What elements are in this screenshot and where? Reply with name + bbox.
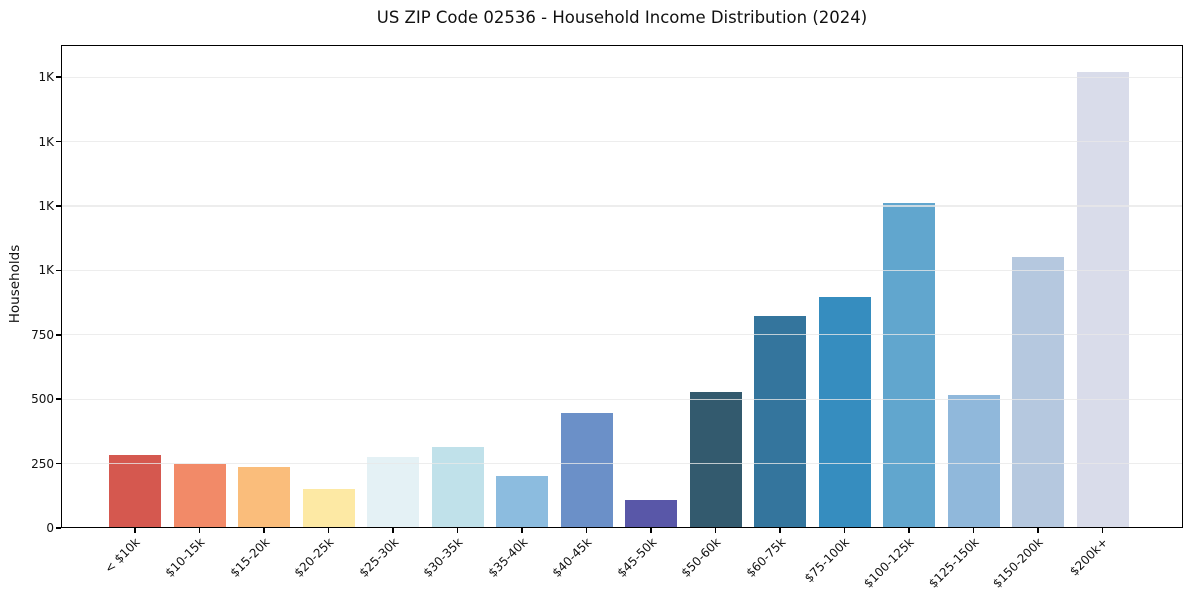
x-tick-label: $25-30k — [356, 535, 401, 580]
y-tick-label: 0 — [46, 521, 54, 535]
x-tick-label: $15-20k — [227, 535, 272, 580]
y-tick-mark — [56, 334, 61, 336]
y-tick-label: 1K — [38, 263, 54, 278]
bar-40-45k — [560, 413, 613, 528]
x-tick-label: < $10k — [102, 535, 143, 576]
bar-20-25k — [302, 489, 355, 528]
x-tick-label: $75-100k — [802, 535, 853, 586]
y-tick-mark — [56, 140, 61, 143]
y-tick-label: 1K — [38, 199, 54, 213]
bar-150-200k — [1012, 257, 1064, 528]
bar-35-40k — [496, 476, 548, 528]
x-tick-label: $30-35k — [420, 535, 466, 580]
x-tick-label: $35-40k — [485, 535, 530, 580]
bar-30-35k — [431, 446, 484, 528]
x-tick-mark — [585, 528, 588, 533]
x-tick-label: $200k+ — [1066, 535, 1111, 579]
x-tick-mark — [198, 528, 201, 533]
x-tick-mark — [263, 528, 265, 533]
y-axis-label: Households — [7, 244, 23, 324]
bar-75-100k — [818, 296, 871, 528]
x-tick-mark — [521, 528, 523, 533]
bar-10k — [109, 454, 161, 528]
y-tick-mark — [56, 76, 61, 78]
plot-area — [61, 45, 1183, 528]
bar-125-150k — [947, 395, 1000, 528]
gridline — [61, 462, 1183, 465]
x-tick-mark — [392, 528, 394, 533]
x-tick-mark — [1037, 528, 1039, 533]
x-tick-label: $100-125k — [861, 535, 917, 590]
bar-50-60k — [689, 391, 742, 528]
chart-title: US ZIP Code 02536 - Household Income Dis… — [376, 8, 868, 27]
x-tick-label: $150-200k — [990, 535, 1046, 590]
x-tick-mark — [327, 528, 330, 533]
bar-45-50k — [625, 500, 677, 528]
bar-200k+ — [1076, 71, 1129, 528]
x-tick-label: $45-50k — [614, 535, 659, 580]
x-tick-mark — [134, 528, 136, 533]
x-tick-label: $10-15k — [162, 535, 208, 580]
y-tick-mark — [56, 269, 61, 272]
x-tick-label: $125-150k — [925, 535, 982, 590]
x-tick-mark — [908, 528, 910, 533]
y-tick-label: 1K — [38, 134, 54, 149]
y-tick-mark — [56, 527, 61, 529]
x-tick-label: $50-60k — [678, 535, 724, 580]
bar-25-30k — [367, 457, 419, 528]
y-tick-mark — [56, 462, 61, 465]
gridline — [61, 334, 1183, 336]
y-tick-label: 500 — [31, 392, 54, 407]
gridline — [61, 398, 1183, 400]
bar-60-75k — [754, 315, 806, 528]
x-tick-label: $20-25k — [291, 535, 337, 580]
gridline — [61, 205, 1183, 207]
x-tick-mark — [972, 528, 975, 533]
gridline — [61, 140, 1183, 143]
y-tick-label: 1K — [38, 70, 54, 85]
bar-10-15k — [173, 464, 226, 528]
y-tick-mark — [56, 205, 61, 207]
x-tick-mark — [650, 528, 652, 533]
y-tick-label: 250 — [31, 456, 54, 471]
x-tick-mark — [714, 528, 717, 533]
x-tick-mark — [456, 528, 459, 533]
x-tick-label: $60-75k — [743, 535, 788, 580]
x-tick-mark — [843, 528, 846, 533]
x-tick-label: $40-45k — [549, 535, 595, 580]
x-tick-mark — [779, 528, 781, 533]
x-tick-mark — [1101, 528, 1104, 533]
gridline — [61, 76, 1183, 78]
gridline — [61, 269, 1183, 272]
y-tick-label: 750 — [31, 327, 54, 342]
y-tick-mark — [56, 398, 61, 400]
bar-100-125k — [883, 203, 935, 528]
bar-15-20k — [238, 466, 290, 528]
